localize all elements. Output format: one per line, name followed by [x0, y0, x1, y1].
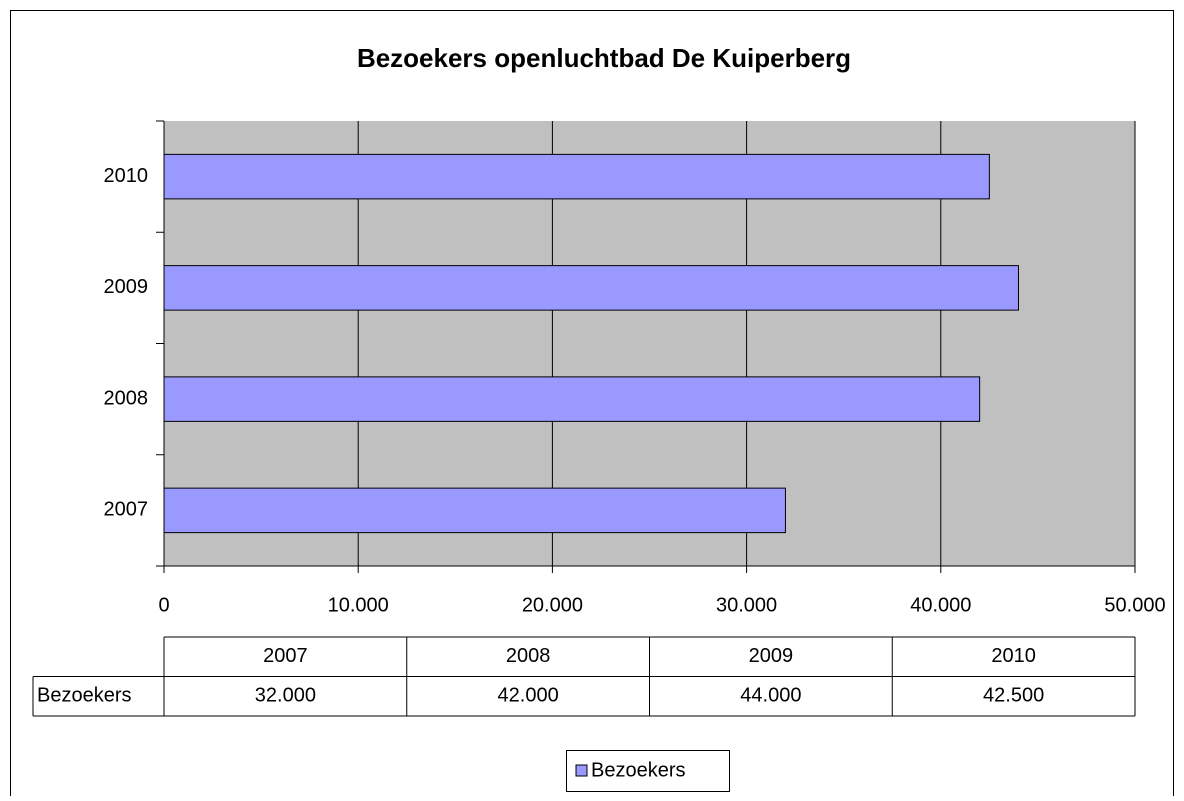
- bar: [163, 376, 981, 422]
- table-cell: 42.000: [498, 685, 559, 707]
- bar: [163, 153, 990, 200]
- chart-title: Bezoekers openluchtbad De Kuiperberg: [357, 43, 851, 73]
- y-tick-label: 2008: [104, 387, 149, 409]
- table-cell: 42.500: [983, 685, 1044, 707]
- table-header: 2007: [263, 645, 308, 667]
- legend-label: Bezoekers: [591, 759, 686, 781]
- bar: [163, 265, 1019, 311]
- table-cell: 44.000: [740, 685, 801, 707]
- x-tick-label: 30.000: [716, 594, 777, 616]
- y-tick-label: 2010: [104, 165, 149, 187]
- x-tick-label: 0: [158, 594, 169, 616]
- x-tick-label: 10.000: [328, 594, 389, 616]
- x-tick-label: 50.000: [1104, 594, 1165, 616]
- legend-swatch: [575, 764, 588, 777]
- x-tick-label: 40.000: [910, 594, 971, 616]
- x-tick-label: 20.000: [522, 594, 583, 616]
- table-cell: 32.000: [255, 685, 316, 707]
- y-tick-label: 2007: [104, 499, 149, 521]
- table-header: 2008: [506, 645, 551, 667]
- table-row-label: Bezoekers: [37, 685, 132, 707]
- table-header: 2009: [749, 645, 794, 667]
- legend-box: [566, 750, 730, 792]
- y-tick-label: 2009: [104, 276, 149, 298]
- table-header: 2010: [991, 645, 1036, 667]
- bar: [163, 487, 786, 534]
